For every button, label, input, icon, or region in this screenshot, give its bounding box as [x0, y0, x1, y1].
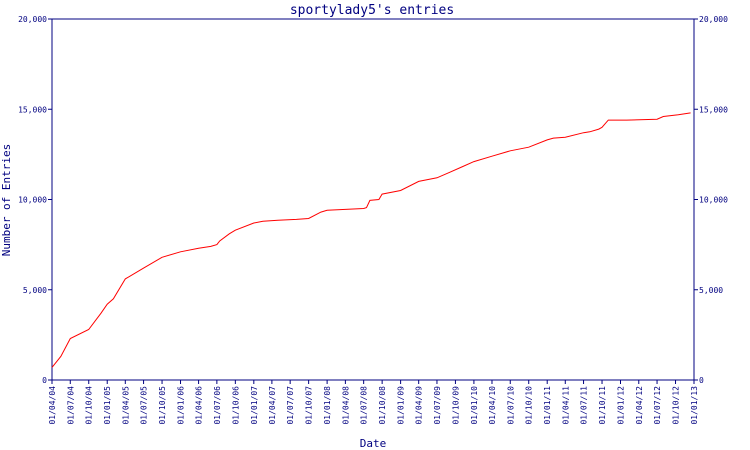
x-tick-label: 01/01/10: [470, 386, 479, 425]
y-tick-label-right: 10,000: [699, 196, 728, 205]
x-tick-label: 01/07/05: [140, 386, 149, 425]
x-tick-label: 01/07/04: [66, 386, 75, 425]
x-tick-label: 01/01/08: [323, 386, 332, 425]
x-tick-label: 01/04/06: [195, 386, 204, 425]
x-tick-label: 01/01/13: [690, 386, 699, 425]
y-tick-label-right: 20,000: [699, 15, 728, 24]
x-tick-label: 01/10/05: [158, 386, 167, 425]
y-tick-label-right: 0: [699, 376, 704, 385]
x-tick-label: 01/10/08: [378, 386, 387, 425]
x-tick-label: 01/10/10: [525, 386, 534, 425]
x-tick-label: 01/01/05: [103, 386, 112, 425]
x-tick-label: 01/10/12: [672, 386, 681, 425]
x-tick-label: 01/01/07: [250, 386, 259, 425]
x-tick-label: 01/10/06: [231, 386, 240, 425]
y-axis-left: 0 5,000 10,000 15,000 20,000: [18, 15, 52, 385]
x-tick-label: 01/07/10: [506, 386, 515, 425]
x-axis-title: Date: [360, 437, 387, 450]
x-tick-label: 01/07/12: [653, 386, 662, 425]
x-tick-label: 01/04/09: [415, 386, 424, 425]
x-tick-label: 01/10/04: [85, 386, 94, 425]
x-tick-label: 01/07/11: [580, 386, 589, 425]
x-tick-label: 01/04/05: [121, 386, 130, 425]
y-axis-title: Number of Entries: [0, 144, 13, 257]
y-tick-label-right: 5,000: [699, 286, 723, 295]
x-tick-label: 01/01/11: [543, 386, 552, 425]
y-tick-label-left: 15,000: [18, 105, 47, 114]
chart-title: sportylady5's entries: [290, 3, 454, 18]
y-tick-label-left: 20,000: [18, 15, 47, 24]
x-tick-label: 01/01/06: [177, 386, 186, 425]
x-tick-label: 01/07/08: [360, 386, 369, 425]
x-tick-label: 01/07/06: [213, 386, 222, 425]
x-tick-label: 01/10/09: [451, 386, 460, 425]
x-tick-label: 01/04/10: [488, 386, 497, 425]
x-tick-label: 01/04/04: [48, 386, 57, 425]
x-axis: 01/04/04 01/07/04 01/10/04 01/01/05 01/04/05…: [48, 380, 699, 425]
x-tick-label: 01/07/07: [286, 386, 295, 425]
series-line: [51, 112, 691, 368]
y-tick-label-left: 10,000: [18, 196, 47, 205]
x-tick-label: 01/10/11: [598, 386, 607, 425]
x-tick-label: 01/07/09: [433, 386, 442, 425]
y-axis-right: 0 5,000 10,000 15,000 20,000: [694, 15, 728, 385]
y-tick-label-left: 0: [42, 376, 47, 385]
x-tick-label: 01/04/12: [635, 386, 644, 425]
x-tick-label: 01/04/07: [268, 386, 277, 425]
plot-frame: [51, 18, 695, 381]
x-tick-label: 01/04/11: [561, 386, 570, 425]
y-tick-label-left: 5,000: [23, 286, 47, 295]
x-tick-label: 01/04/08: [341, 386, 350, 425]
x-tick-label: 01/01/12: [617, 386, 626, 425]
x-tick-label: 01/01/09: [397, 386, 406, 425]
x-tick-label: 01/10/07: [305, 386, 314, 425]
y-tick-label-right: 15,000: [699, 105, 728, 114]
